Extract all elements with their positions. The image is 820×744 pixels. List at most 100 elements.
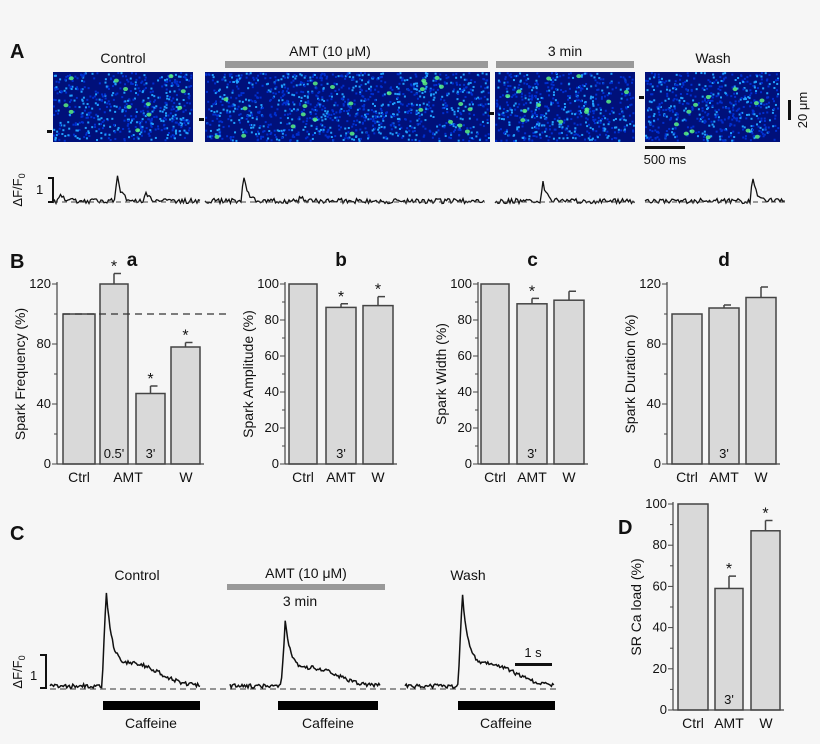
image-pixel (648, 108, 651, 111)
image-pixel (83, 80, 86, 83)
image-pixel (162, 119, 165, 122)
image-pixel (452, 130, 455, 133)
spark-spot (457, 123, 463, 128)
image-pixel (103, 111, 106, 114)
image-pixel (482, 90, 485, 93)
trace-title-wash: Wash (450, 567, 485, 583)
image-pixel (743, 126, 746, 129)
y-tick-label: 60 (653, 578, 667, 593)
image-pixel (123, 119, 126, 122)
image-pixel (713, 120, 716, 123)
image-pixel (123, 100, 126, 103)
image-pixel (58, 138, 61, 141)
image-pixel (396, 73, 399, 76)
image-pixel (503, 114, 506, 117)
image-pixel (218, 128, 221, 131)
image-pixel (294, 77, 297, 80)
image-pixel (221, 137, 224, 140)
image-pixel (535, 127, 538, 130)
image-pixel (300, 96, 303, 99)
image-pixel (151, 90, 154, 93)
image-pixel (475, 97, 478, 100)
image-pixel (56, 87, 59, 90)
image-pixel (81, 99, 84, 102)
image-pixel (106, 118, 109, 121)
image-pixel (249, 124, 252, 127)
image-pixel (269, 113, 272, 116)
spark-spot (705, 95, 711, 100)
image-pixel (85, 113, 88, 116)
image-pixel (676, 116, 679, 119)
image-pixel (53, 134, 56, 137)
image-pixel (472, 137, 475, 140)
image-pixel (362, 105, 365, 108)
image-pixel (127, 119, 130, 122)
image-pixel (253, 78, 256, 81)
spark-spot (349, 131, 355, 136)
image-pixel (620, 97, 623, 100)
image-pixel (258, 111, 261, 114)
image-pixel (100, 117, 103, 120)
image-pixel (591, 128, 594, 131)
image-pixel (240, 128, 243, 131)
spark-spot (546, 76, 552, 81)
image-pixel (358, 138, 361, 141)
image-pixel (233, 104, 236, 107)
spark-spot (623, 90, 629, 95)
image-pixel (534, 94, 537, 97)
image-pixel (751, 132, 754, 135)
image-pixel (443, 81, 446, 84)
image-pixel (691, 106, 694, 109)
image-pixel (524, 94, 527, 97)
image-pixel (751, 109, 754, 112)
image-pixel (658, 113, 661, 116)
image-pixel (562, 74, 565, 77)
image-pixel (234, 107, 237, 110)
image-pixel (552, 137, 555, 140)
image-pixel (521, 136, 524, 139)
image-pixel (772, 97, 775, 100)
image-pixel (277, 103, 280, 106)
bar (750, 530, 781, 711)
image-pixel (525, 102, 528, 105)
image-pixel (673, 105, 676, 108)
x-tick-label: W (562, 469, 576, 485)
image-pixel (419, 95, 422, 98)
image-pixel (664, 135, 667, 138)
image-pixel (418, 139, 421, 142)
image-pixel (519, 72, 522, 75)
image-pixel (720, 129, 723, 132)
image-pixel (698, 120, 701, 123)
image-pixel (175, 117, 178, 120)
image-pixel (675, 94, 678, 97)
bar (677, 503, 709, 711)
image-pixel (127, 118, 130, 121)
image-pixel (775, 73, 778, 76)
image-pixel (760, 91, 763, 94)
image-pixel (613, 136, 616, 139)
image-pixel (538, 133, 541, 136)
image-pixel (111, 85, 114, 88)
caffeine-trace-line (49, 592, 201, 690)
image-pixel (76, 88, 79, 91)
image-pixel (180, 124, 183, 127)
image-pixel (675, 98, 678, 101)
image-pixel (323, 125, 326, 128)
image-pixel (172, 125, 175, 128)
image-pixel (342, 95, 345, 98)
panel-label-b: B (10, 251, 24, 273)
image-pixel (183, 119, 186, 122)
image-pixel (246, 114, 249, 117)
image-pixel (216, 129, 219, 132)
image-pixel (758, 120, 761, 123)
image-pixel (571, 112, 574, 115)
image-pixel (282, 90, 285, 93)
image-pixel (479, 123, 482, 126)
image-pixel (346, 72, 349, 75)
image-pixel (363, 108, 366, 111)
image-pixel (72, 110, 75, 113)
image-pixel (284, 134, 287, 137)
image-pixel (236, 108, 239, 111)
image-pixel (184, 109, 187, 112)
image-pixel (221, 104, 224, 107)
